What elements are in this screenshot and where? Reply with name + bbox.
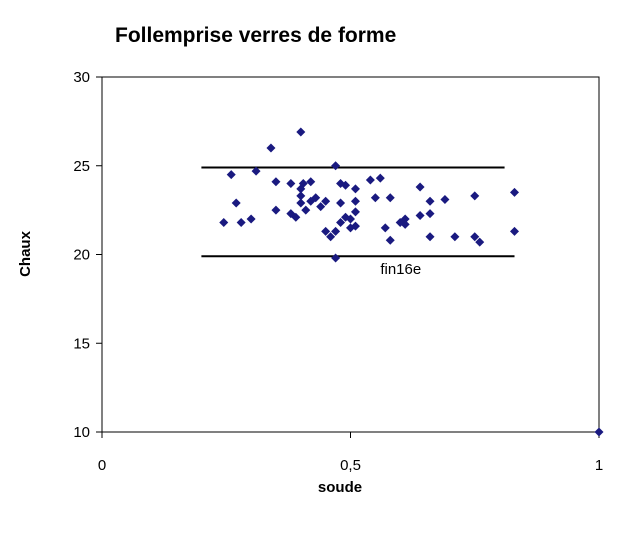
- data-point: [415, 210, 425, 220]
- data-point: [331, 226, 341, 236]
- data-point: [470, 232, 480, 242]
- data-point: [296, 198, 306, 208]
- y-tick-label: 10: [73, 424, 90, 441]
- data-point: [331, 253, 341, 263]
- annotation-label: fin16e: [380, 261, 421, 278]
- data-point: [440, 194, 450, 204]
- data-point: [336, 198, 346, 208]
- y-axis-label: Chaux: [17, 230, 34, 277]
- data-point: [425, 196, 435, 206]
- data-point: [346, 214, 355, 224]
- x-axis-ticks: 0 0,5 1: [98, 432, 603, 474]
- annotations: fin16e: [380, 261, 421, 278]
- data-point: [321, 226, 331, 236]
- reference-lines: [201, 166, 515, 258]
- x-tick-label: 1: [595, 457, 603, 474]
- data-point: [271, 205, 281, 215]
- y-tick-label: 20: [73, 247, 90, 264]
- data-point: [236, 218, 246, 228]
- data-point: [415, 182, 425, 192]
- data-point: [311, 193, 321, 203]
- data-point: [365, 175, 375, 185]
- data-point: [400, 214, 410, 224]
- data-point: [226, 170, 236, 180]
- data-point: [450, 232, 460, 242]
- data-point: [425, 209, 435, 219]
- data-point: [251, 166, 261, 176]
- data-point: [341, 180, 351, 190]
- data-point: [286, 179, 296, 188]
- data-point: [298, 179, 308, 188]
- data-point: [336, 218, 346, 228]
- data-point: [400, 219, 410, 229]
- data-point: [425, 232, 435, 242]
- data-point: [316, 202, 326, 212]
- data-point: [266, 143, 276, 153]
- data-point: [231, 198, 241, 208]
- x-tick-label: 0: [98, 457, 106, 474]
- data-point: [350, 196, 360, 206]
- data-point: [321, 196, 331, 206]
- y-tick-label: 15: [73, 335, 90, 352]
- data-point: [350, 207, 360, 217]
- data-point: [271, 177, 281, 187]
- data-point: [306, 177, 316, 187]
- x-tick-label: 0,5: [340, 457, 361, 474]
- data-point: [470, 191, 480, 201]
- data-point: [301, 205, 311, 215]
- data-point: [475, 237, 485, 247]
- data-point: [350, 221, 360, 231]
- data-point: [380, 223, 390, 233]
- data-point: [594, 427, 604, 437]
- data-point: [385, 193, 395, 203]
- data-point: [375, 173, 385, 183]
- y-tick-label: 25: [73, 158, 90, 175]
- plot-area-frame: [101, 76, 600, 433]
- data-point: [219, 218, 229, 228]
- data-point: [326, 232, 336, 242]
- data-point: [350, 184, 360, 194]
- data-point: [296, 191, 306, 201]
- data-point: [291, 212, 301, 222]
- data-point: [510, 187, 520, 197]
- data-point: [246, 214, 256, 224]
- chart-title: Follemprise verres de forme: [115, 24, 396, 47]
- data-points: [219, 127, 604, 437]
- data-point: [296, 127, 306, 137]
- data-point: [370, 193, 380, 203]
- data-point: [385, 235, 395, 245]
- x-axis-label: soude: [318, 479, 362, 496]
- y-axis-ticks: 10 15 20 25 30: [73, 69, 102, 441]
- y-tick-label: 30: [73, 69, 90, 86]
- data-point: [331, 161, 341, 171]
- data-point: [510, 226, 520, 236]
